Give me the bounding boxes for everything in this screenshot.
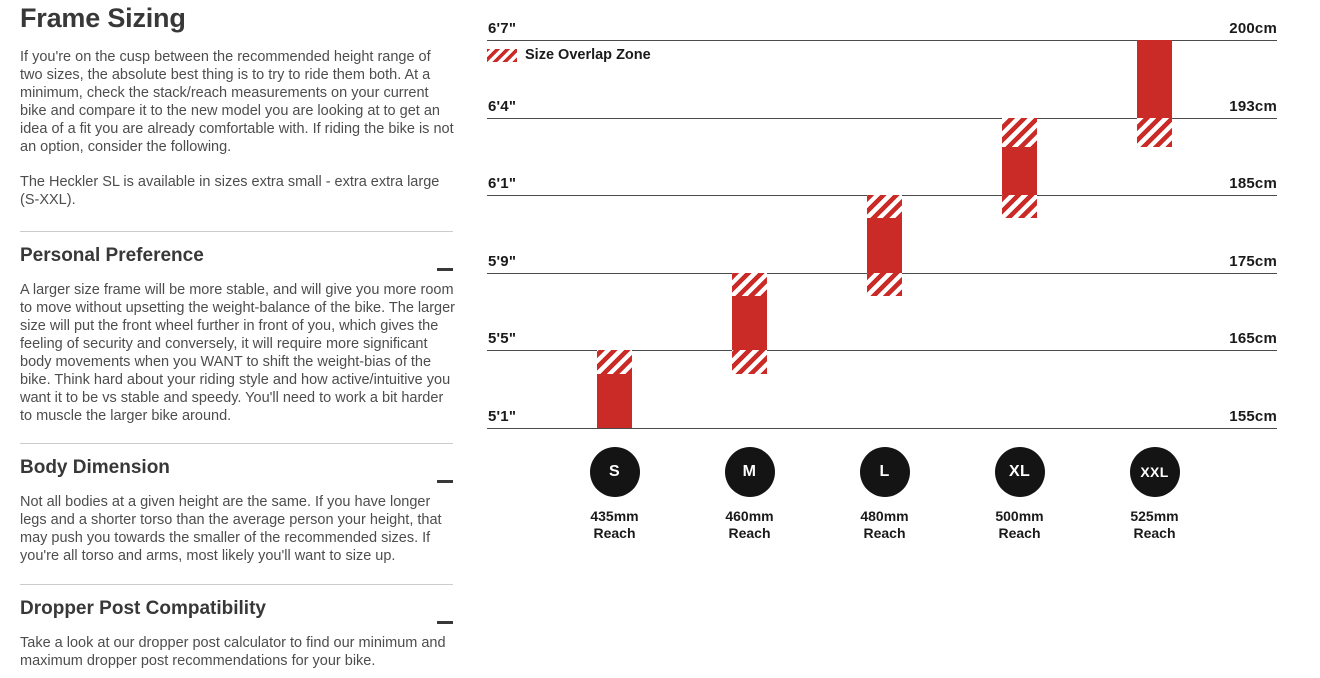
section-body-personal-preference: A larger size frame will be more stable,…	[20, 282, 455, 424]
reach-value: 460mm	[725, 508, 774, 524]
size-bar-overlap-bottom-m	[732, 350, 767, 374]
size-circle-s: S	[589, 447, 640, 497]
reach-word: Reach	[1133, 525, 1176, 541]
reach-label-l: 480mm Reach	[840, 508, 930, 542]
height-gridline	[487, 117, 1277, 119]
size-bar-solid-s	[597, 373, 632, 428]
section-personal-preference: Personal Preference A larger size frame …	[20, 231, 455, 425]
collapse-toggle-body-dimension[interactable]	[429, 471, 453, 491]
height-label-cm: 155cm	[1229, 408, 1277, 425]
height-label-ft: 6'7"	[488, 20, 517, 37]
reach-word: Reach	[998, 525, 1041, 541]
size-circle-l: L	[859, 447, 910, 497]
reach-value: 435mm	[590, 508, 639, 524]
size-bar-overlap-top-xl	[1002, 117, 1037, 147]
size-bar-overlap-top-l	[867, 195, 902, 219]
size-bar-solid-m	[732, 296, 767, 351]
height-gridline	[487, 350, 1277, 352]
size-bar-overlap-bottom-xxl	[1137, 117, 1172, 147]
minus-icon	[437, 479, 453, 483]
size-bar-overlap-top-m	[732, 272, 767, 297]
size-bar-overlap-top-s	[597, 350, 632, 374]
height-label-ft: 5'1"	[488, 408, 517, 425]
height-label-ft: 6'4"	[488, 97, 517, 115]
reach-label-s: 435mm Reach	[570, 508, 660, 542]
section-heading-personal-preference: Personal Preference	[20, 245, 204, 266]
height-gridline	[487, 40, 1277, 41]
section-body-dimension: Body Dimension Not all bodies at a given…	[20, 443, 453, 565]
reach-label-m: 460mm Reach	[705, 508, 795, 542]
section-header: Dropper Post Compatibility	[20, 598, 453, 624]
size-bar-solid-xxl	[1137, 40, 1172, 118]
section-header: Body Dimension	[20, 457, 453, 483]
section-body-dropper-post: Take a look at our dropper post calculat…	[20, 635, 446, 669]
intro-paragraph-1: If you're on the cusp between the recomm…	[20, 49, 454, 155]
reach-word: Reach	[593, 525, 636, 541]
height-label-ft: 5'9"	[488, 252, 517, 270]
page-title: Frame Sizing	[20, 3, 186, 33]
section-heading-dropper-post: Dropper Post Compatibility	[20, 598, 266, 619]
size-chart: Size Overlap Zone 6'7" 200cm 6'4" 193cm 6'1"…	[487, 0, 1277, 560]
height-label-cm: 165cm	[1229, 330, 1277, 348]
size-bar-solid-xl	[1002, 146, 1037, 196]
size-bar-overlap-bottom-l	[867, 272, 902, 297]
section-dropper-post-compatibility: Dropper Post Compatibility Take a look a…	[20, 584, 453, 670]
height-label-cm: 200cm	[1229, 20, 1277, 37]
section-body-body-dimension: Not all bodies at a given height are the…	[20, 494, 442, 564]
height-label-ft: 6'1"	[488, 175, 517, 193]
height-gridline	[487, 428, 1277, 429]
size-bar-overlap-bottom-xl	[1002, 195, 1037, 219]
height-label-ft: 5'5"	[488, 330, 517, 348]
overlap-hatch-swatch-icon	[487, 48, 517, 62]
chart-legend: Size Overlap Zone	[487, 47, 651, 63]
section-heading-body-dimension: Body Dimension	[20, 457, 170, 478]
minus-icon	[437, 620, 453, 624]
legend-label: Size Overlap Zone	[525, 47, 651, 63]
reach-label-xl: 500mm Reach	[975, 508, 1065, 542]
height-label-cm: 185cm	[1229, 175, 1277, 193]
collapse-toggle-dropper-post[interactable]	[429, 612, 453, 632]
height-label-cm: 193cm	[1229, 97, 1277, 115]
reach-label-xxl: 525mm Reach	[1110, 508, 1200, 542]
section-header: Personal Preference	[20, 245, 453, 271]
size-circle-xl: XL	[994, 447, 1045, 497]
minus-icon	[437, 267, 453, 271]
height-label-cm: 175cm	[1229, 252, 1277, 270]
intro-paragraph-2: The Heckler SL is available in sizes ext…	[20, 174, 440, 208]
reach-value: 525mm	[1130, 508, 1179, 524]
reach-word: Reach	[728, 525, 771, 541]
size-circle-m: M	[724, 447, 775, 497]
reach-value: 480mm	[860, 508, 909, 524]
size-bar-solid-l	[867, 218, 902, 273]
reach-value: 500mm	[995, 508, 1044, 524]
collapse-toggle-personal-preference[interactable]	[429, 259, 453, 279]
size-circle-xxl: XXL	[1129, 447, 1180, 497]
frame-sizing-text-panel: Frame Sizing If you're on the cusp betwe…	[20, 0, 456, 678]
reach-word: Reach	[863, 525, 906, 541]
